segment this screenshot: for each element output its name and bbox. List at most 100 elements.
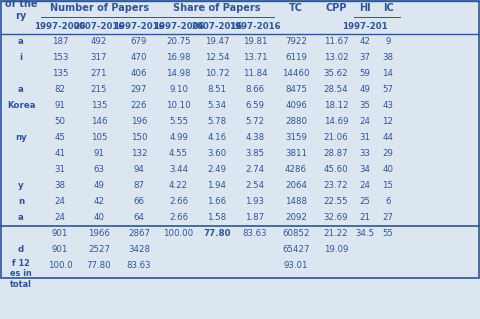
Text: 31: 31 <box>360 133 371 143</box>
Text: 100.00: 100.00 <box>163 229 193 239</box>
Text: 1.94: 1.94 <box>207 182 227 190</box>
Text: 135: 135 <box>52 70 68 78</box>
Text: 94: 94 <box>133 166 144 174</box>
Text: 45: 45 <box>55 133 65 143</box>
Text: 42: 42 <box>94 197 105 206</box>
Text: 57: 57 <box>383 85 394 94</box>
Text: 24: 24 <box>55 213 65 222</box>
Text: 4096: 4096 <box>285 101 307 110</box>
Text: y: y <box>18 182 24 190</box>
Text: 4286: 4286 <box>285 166 307 174</box>
Text: 14.98: 14.98 <box>166 70 191 78</box>
Text: 1.58: 1.58 <box>207 213 227 222</box>
Text: 11.67: 11.67 <box>324 38 348 47</box>
Text: ny: ny <box>15 133 27 143</box>
Text: 37: 37 <box>360 54 371 63</box>
Text: 1997-2006: 1997-2006 <box>153 22 204 31</box>
Text: 11.84: 11.84 <box>243 70 267 78</box>
Text: 2.66: 2.66 <box>169 213 188 222</box>
Text: of the
ry: of the ry <box>5 0 37 21</box>
Text: 317: 317 <box>91 54 107 63</box>
Text: 132: 132 <box>131 150 147 159</box>
Text: 34.5: 34.5 <box>355 229 374 239</box>
Text: HI: HI <box>359 3 371 13</box>
Text: 10.72: 10.72 <box>204 70 229 78</box>
Text: i: i <box>20 54 23 63</box>
Text: 3159: 3159 <box>285 133 307 143</box>
Text: 41: 41 <box>55 150 65 159</box>
Text: 60852: 60852 <box>282 229 310 239</box>
Text: 35.62: 35.62 <box>324 70 348 78</box>
Text: 13.02: 13.02 <box>324 54 348 63</box>
Text: 2092: 2092 <box>285 213 307 222</box>
Text: 2007-2016: 2007-2016 <box>73 22 125 31</box>
Text: 135: 135 <box>91 101 107 110</box>
Text: 14: 14 <box>383 70 394 78</box>
Text: 5.78: 5.78 <box>207 117 227 127</box>
Text: 1997-2006: 1997-2006 <box>34 22 86 31</box>
Text: 1997-2016: 1997-2016 <box>113 22 165 31</box>
Text: 2.66: 2.66 <box>169 197 188 206</box>
Text: 19.09: 19.09 <box>324 246 348 255</box>
Text: 55: 55 <box>383 229 394 239</box>
Text: 187: 187 <box>52 38 68 47</box>
Text: 29: 29 <box>383 150 394 159</box>
Text: 38: 38 <box>383 54 394 63</box>
Text: 9.10: 9.10 <box>169 85 188 94</box>
Text: 297: 297 <box>131 85 147 94</box>
Text: 50: 50 <box>55 117 65 127</box>
Text: 77.80: 77.80 <box>87 262 111 271</box>
Text: 406: 406 <box>131 70 147 78</box>
Text: 49: 49 <box>94 182 105 190</box>
Text: CPP: CPP <box>325 3 347 13</box>
Text: 3.44: 3.44 <box>169 166 188 174</box>
Text: 100.0: 100.0 <box>48 262 72 271</box>
Text: 24: 24 <box>360 182 371 190</box>
Text: IC: IC <box>383 3 394 13</box>
Text: 40: 40 <box>383 166 394 174</box>
Text: 91: 91 <box>55 101 65 110</box>
Text: 38: 38 <box>55 182 65 190</box>
Text: 44: 44 <box>383 133 394 143</box>
Text: 150: 150 <box>131 133 147 143</box>
Text: 40: 40 <box>94 213 105 222</box>
Text: 43: 43 <box>383 101 394 110</box>
Text: 470: 470 <box>131 54 147 63</box>
Text: Number of Papers: Number of Papers <box>50 3 150 13</box>
Text: 31: 31 <box>55 166 65 174</box>
Text: TC: TC <box>289 3 303 13</box>
Text: 14.69: 14.69 <box>324 117 348 127</box>
Text: 87: 87 <box>133 182 144 190</box>
Text: 24: 24 <box>55 197 65 206</box>
Text: 83.63: 83.63 <box>127 262 151 271</box>
Text: 2880: 2880 <box>285 117 307 127</box>
Text: a: a <box>18 85 24 94</box>
Text: 153: 153 <box>52 54 68 63</box>
Text: 1488: 1488 <box>285 197 307 206</box>
Text: 19.81: 19.81 <box>243 38 267 47</box>
Text: 2.49: 2.49 <box>207 166 227 174</box>
Text: 4.99: 4.99 <box>169 133 188 143</box>
Text: 5.55: 5.55 <box>169 117 188 127</box>
Text: 2527: 2527 <box>88 246 110 255</box>
Text: 1997-2016: 1997-2016 <box>229 22 281 31</box>
Text: 6.59: 6.59 <box>245 101 264 110</box>
Text: 1.66: 1.66 <box>207 197 227 206</box>
Text: 24: 24 <box>360 117 371 127</box>
Text: 1.93: 1.93 <box>245 197 264 206</box>
Text: 64: 64 <box>133 213 144 222</box>
Text: 21.22: 21.22 <box>324 229 348 239</box>
Text: 679: 679 <box>131 38 147 47</box>
Text: 21: 21 <box>360 213 371 222</box>
Text: 3.85: 3.85 <box>245 150 264 159</box>
Text: 4.16: 4.16 <box>207 133 227 143</box>
Text: 1997-201: 1997-201 <box>342 22 388 31</box>
Text: 82: 82 <box>55 85 65 94</box>
Text: 5.34: 5.34 <box>207 101 227 110</box>
Text: 59: 59 <box>360 70 371 78</box>
Text: 35: 35 <box>360 101 371 110</box>
Bar <box>1 1 479 278</box>
Text: 91: 91 <box>94 150 105 159</box>
Text: 226: 226 <box>131 101 147 110</box>
Text: 15: 15 <box>383 182 394 190</box>
